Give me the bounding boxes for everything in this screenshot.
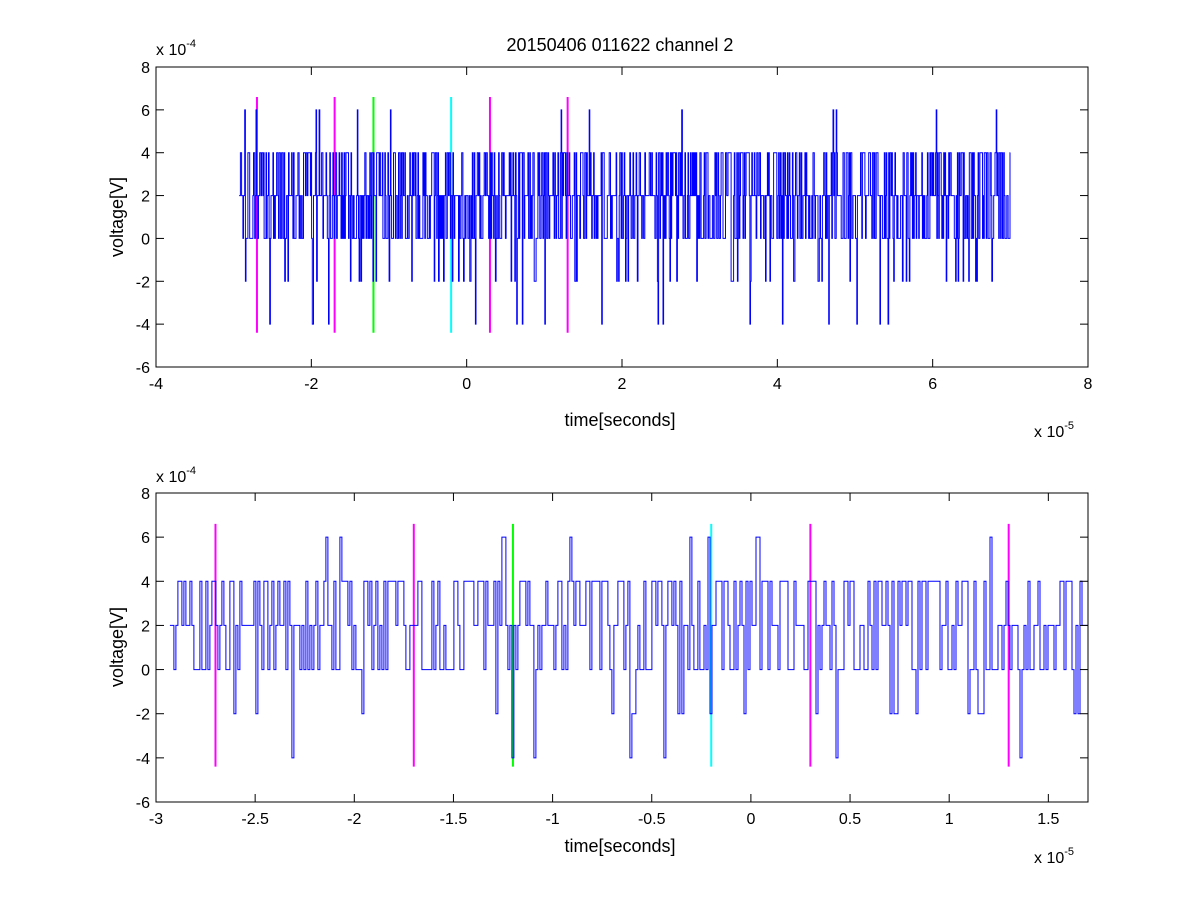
top-plot-y-tick-label: 6 [141,103,150,120]
bottom-plot-x-tick-label: -1 [545,811,559,828]
bottom-plot-y-ticks: -6 -4 -2 0 2 4 6 8 [136,486,1088,812]
top-plot-x-tick-label: 6 [928,376,937,393]
top-plot-x-tick-label: -4 [149,376,163,393]
top-plot-y-label: voltage[V] [107,177,127,257]
top-plot-y-tick-label: 8 [141,60,150,77]
bottom-plot-axes-box [155,492,1089,803]
top-plot-y-tick-label: 0 [141,231,150,248]
top-plot-y-ticks: -6 -4 -2 0 2 4 6 8 [136,60,1088,377]
top-plot-x-tick-label: 2 [618,376,627,393]
top-plot-signal-line [239,109,1011,325]
bottom-plot-y-exponent: x 10-4 [156,465,196,486]
bottom-plot-x-tick-label: 0.5 [839,811,861,828]
figure-title: 20150406 011622 channel 2 [507,35,734,55]
top-plot-x-tick-label: 0 [462,376,471,393]
top-plot-y-tick-label: 2 [141,189,150,206]
bottom-plot-y-tick-label: -4 [136,751,150,768]
top-plot-x-ticks: -4 -2 0 2 4 6 8 [149,67,1093,393]
bottom-plot-x-tick-label: -0.5 [638,811,666,828]
bottom-plot-y-tick-label: -6 [136,795,150,812]
bottom-plot-x-tick-label: 0 [746,811,755,828]
top-plot-y-tick-label: -4 [136,317,150,334]
top-plot-y-tick-label: -6 [136,360,150,377]
bottom-plot-y-tick-label: 2 [141,618,150,635]
bottom-plot-x-tick-label: 1.5 [1037,811,1059,828]
bottom-plot-y-tick-label: -2 [136,707,150,724]
top-plot-x-label: time[seconds] [564,410,675,430]
bottom-plot-y-tick-label: 4 [141,574,150,591]
top-plot-y-tick-label: 4 [141,146,150,163]
bottom-plot: -3 -2.5 -2 -1.5 -1 -0.5 0 0.5 1 1.5 -6 -4 -2 0 2 4 6 8 t… [107,465,1089,867]
bottom-plot-markers [214,523,1010,767]
top-plot-x-tick-label: 8 [1084,376,1093,393]
bottom-plot-y-label: voltage[V] [107,607,127,687]
bottom-plot-x-label: time[seconds] [564,836,675,856]
bottom-plot-signal-line [169,536,1088,759]
bottom-plot-x-ticks: -3 -2.5 -2 -1.5 -1 -0.5 0 0.5 1 1.5 [149,493,1060,828]
top-plot-y-tick-label: -2 [136,274,150,291]
bottom-plot-x-tick-label: 1 [945,811,954,828]
bottom-plot-y-tick-label: 0 [141,663,150,680]
bottom-plot-x-tick-label: -1.5 [440,811,468,828]
bottom-plot-y-tick-label: 6 [141,530,150,547]
bottom-plot-y-tick-label: 8 [141,486,150,503]
bottom-plot-x-tick-label: -2 [347,811,361,828]
bottom-plot-x-tick-label: -2.5 [241,811,269,828]
top-plot-y-exponent: x 10-4 [156,38,196,59]
bottom-plot-x-exponent: x 10-5 [1034,846,1074,867]
bottom-plot-x-tick-label: -3 [149,811,163,828]
top-plot-x-tick-label: -2 [304,376,318,393]
top-plot-x-tick-label: 4 [773,376,782,393]
top-plot-x-exponent: x 10-5 [1034,420,1074,441]
